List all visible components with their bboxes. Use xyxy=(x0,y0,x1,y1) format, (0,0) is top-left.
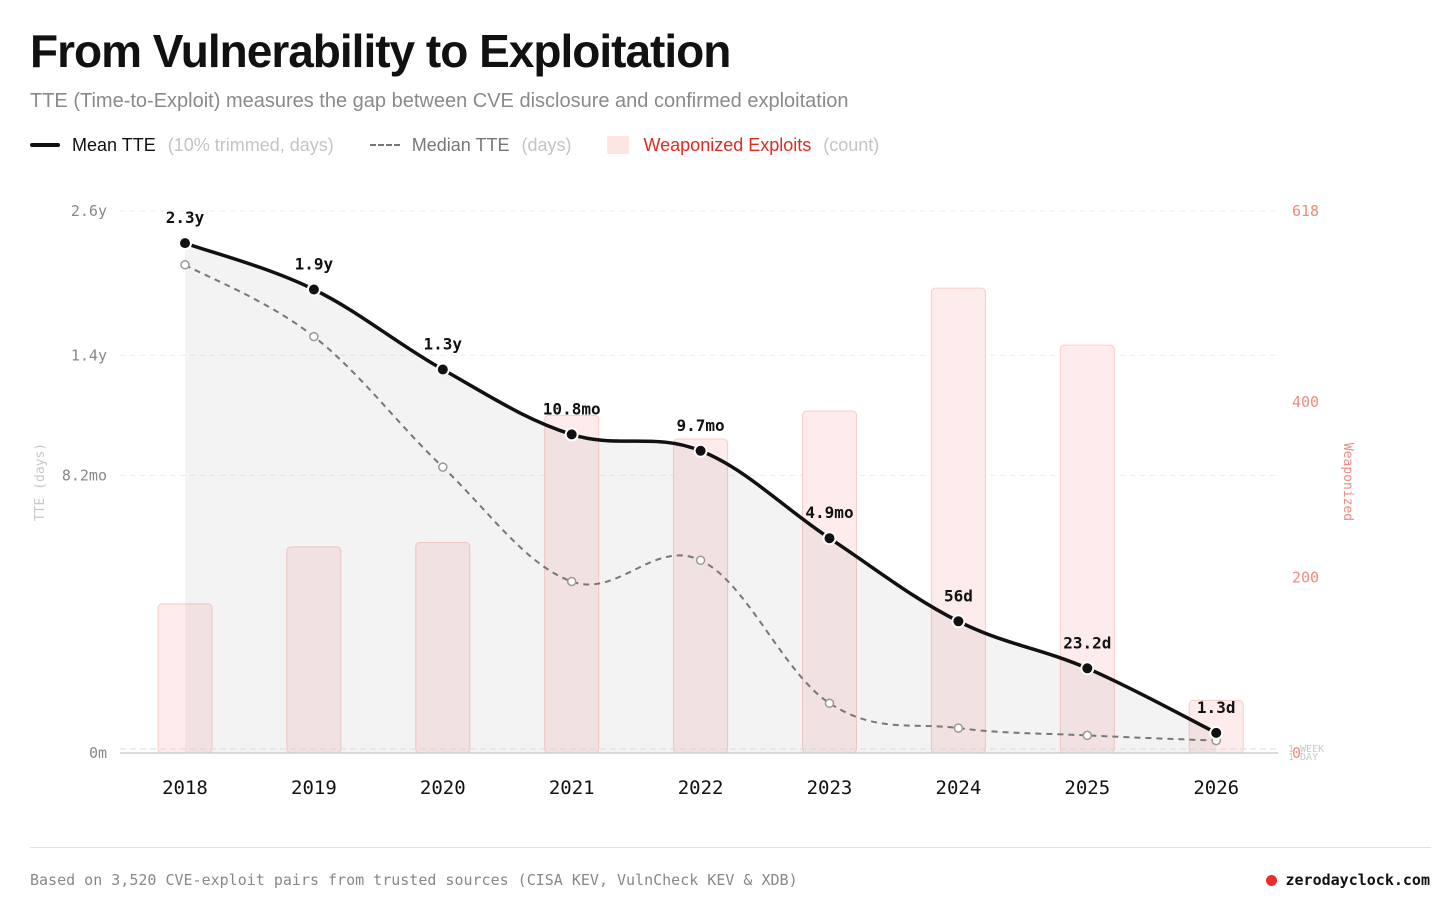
legend-median-note: (days) xyxy=(521,134,572,155)
mean-data-label: 10.8mo xyxy=(543,399,601,418)
x-tick-label: 2026 xyxy=(1193,777,1239,799)
mean-point xyxy=(1082,663,1093,674)
median-point xyxy=(309,331,319,342)
mean-point xyxy=(1211,727,1222,738)
legend-mean-label: Mean TTE xyxy=(72,134,156,155)
brand-link[interactable]: zerodayclock.com xyxy=(1265,871,1431,889)
y-left-axis-title: TTE (days) xyxy=(33,443,48,521)
mean-data-label: 56d xyxy=(944,586,973,605)
y-right-axis-title: Weaponized xyxy=(1340,443,1355,521)
median-point xyxy=(180,260,190,270)
reference-label-day: 1 DAY xyxy=(1288,752,1318,763)
median-point xyxy=(1082,730,1093,741)
mean-data-label: 9.7mo xyxy=(677,416,725,435)
footer-source: Based on 3,520 CVE-exploit pairs from tr… xyxy=(30,871,798,889)
legend-exploits-label: Weaponized Exploits xyxy=(643,134,812,155)
x-tick-label: 2022 xyxy=(678,777,724,799)
mean-data-label: 1.3y xyxy=(424,335,463,354)
y-left-tick-label: 0m xyxy=(89,744,107,762)
legend-median[interactable]: Median TTE (days) xyxy=(369,134,572,156)
brand-label: zerodayclock.com xyxy=(1285,871,1431,889)
legend-mean[interactable]: Mean TTE (10% trimmed, days) xyxy=(30,135,334,156)
brand-dot-icon xyxy=(1265,874,1277,886)
mean-data-label: 1.3d xyxy=(1197,698,1236,717)
y-right-tick-label: 0 xyxy=(1292,744,1301,762)
median-point xyxy=(824,698,835,708)
y-right-tick-label: 200 xyxy=(1292,569,1319,587)
median-point xyxy=(566,576,577,587)
median-point xyxy=(953,723,964,733)
legend-mean-note: (10% trimmed, days) xyxy=(167,134,334,155)
mean-point xyxy=(308,284,319,295)
x-tick-label: 2023 xyxy=(807,777,853,799)
median-point xyxy=(438,462,448,472)
mean-data-label: 23.2d xyxy=(1063,633,1111,652)
legend-median-label: Median TTE xyxy=(411,134,510,155)
median-line xyxy=(184,263,1217,742)
legend-exploits[interactable]: Weaponized Exploits (count) xyxy=(607,135,879,156)
x-tick-label: 2018 xyxy=(162,777,208,799)
mean-data-label: 2.3y xyxy=(166,208,205,227)
mean-point xyxy=(180,238,190,249)
reference-label-week: 1 WEEK xyxy=(1288,744,1324,755)
x-tick-label: 2025 xyxy=(1064,777,1110,799)
x-tick-label: 2020 xyxy=(420,777,466,799)
x-tick-label: 2024 xyxy=(936,777,982,799)
y-left-tick-label: 8.2mo xyxy=(62,466,107,484)
mean-point xyxy=(695,445,706,456)
legend: Mean TTE (10% trimmed, days) Median TTE … xyxy=(30,132,915,158)
median-point xyxy=(695,555,706,566)
x-tick-label: 2021 xyxy=(549,777,595,799)
legend-exploits-note: (count) xyxy=(823,134,880,155)
x-tick-label: 2019 xyxy=(291,777,337,799)
y-right-tick-label: 618 xyxy=(1292,202,1319,220)
exploits-bar-swatch xyxy=(607,136,630,154)
mean-point xyxy=(824,533,835,544)
mean-point xyxy=(437,364,448,375)
mean-point xyxy=(566,429,577,440)
chart-subtitle: TTE (Time-to-Exploit) measures the gap b… xyxy=(30,90,849,112)
footer-divider xyxy=(30,847,1431,848)
chart-title: From Vulnerability to Exploitation xyxy=(30,25,731,77)
y-right-tick-label: 400 xyxy=(1292,393,1319,411)
mean-data-label: 4.9mo xyxy=(805,503,853,522)
tte-chart: 0m 8.2mo 1.4y 2.6y 0 200 400 618 TTE (days) Weapo… xyxy=(33,202,1355,799)
median-line-swatch xyxy=(369,144,400,146)
y-left-tick-label: 1.4y xyxy=(71,346,107,364)
mean-data-label: 1.9y xyxy=(295,255,334,274)
mean-point xyxy=(953,616,964,627)
y-left-tick-label: 2.6y xyxy=(71,202,107,220)
mean-line-swatch xyxy=(30,143,60,147)
